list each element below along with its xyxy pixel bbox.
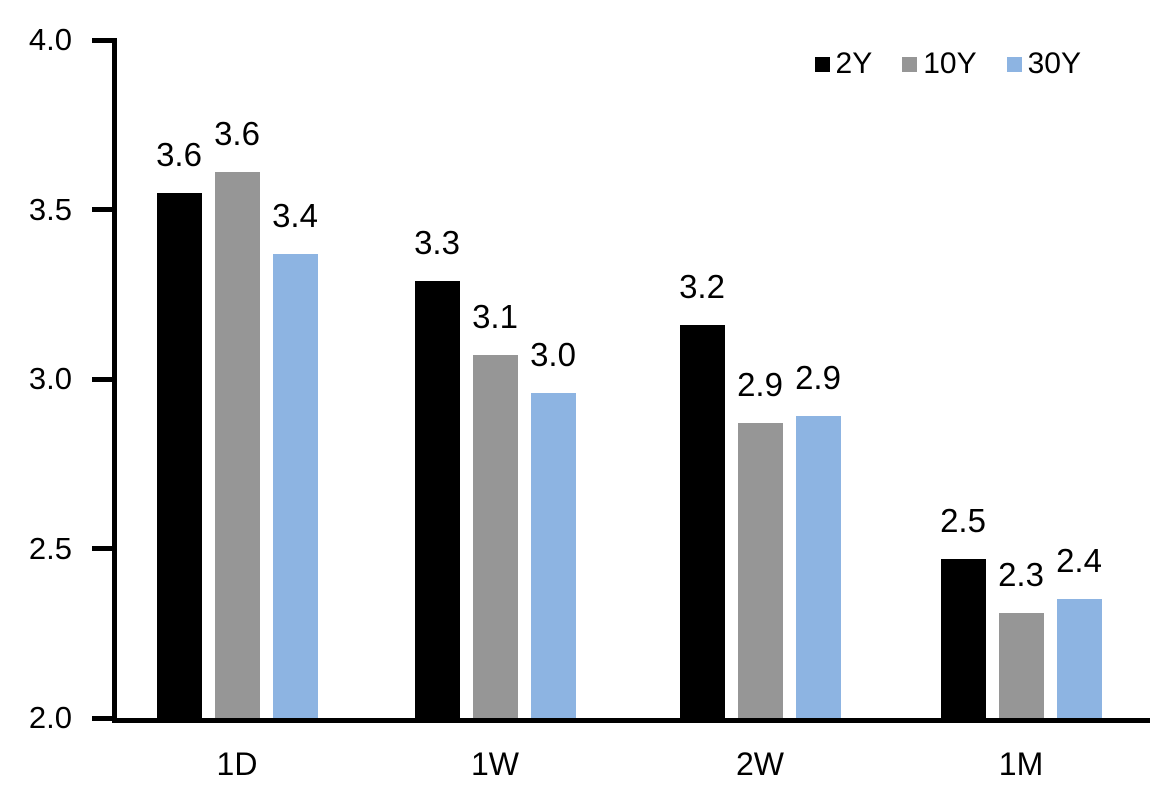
y-tick-label-2.5: 2.5 [28,530,72,566]
bar-value-label-10Y-1M: 2.3 [998,555,1044,593]
bar-value-label-10Y-1D: 3.6 [214,115,260,153]
bar-value-label-10Y-2W: 2.9 [737,366,783,404]
legend-item-2y: 2Y [814,46,873,82]
legend-label-2y: 2Y [835,47,873,80]
y-tick-2.5 [92,546,112,551]
bar-2Y-1M [940,558,986,718]
y-tick-4.0 [92,37,112,43]
bar-10Y-1M [998,612,1044,718]
bar-30Y-1W [530,392,576,718]
legend-swatch-10y-icon [902,56,918,72]
bar-value-label-10Y-1W: 3.1 [472,298,518,336]
y-tick-label-3.5: 3.5 [28,191,72,227]
legend-label-10y: 10Y [923,47,977,80]
bar-value-label-2Y-1W: 3.3 [414,223,460,261]
y-tick-label-4.0: 4.0 [28,22,72,57]
bar-30Y-2W [795,416,841,718]
y-tick-2.0 [92,715,112,721]
x-category-label-1W: 1W [471,746,519,782]
bar-value-label-2Y-1M: 2.5 [940,501,986,539]
x-category-label-1D: 1D [216,746,258,782]
legend-item-10y: 10Y [902,46,977,82]
y-tick-3.5 [92,207,112,212]
bar-10Y-1D [214,172,260,718]
x-category-label-2W: 2W [736,746,784,782]
y-tick-3.0 [92,376,112,382]
bar-value-label-30Y-1D: 3.4 [272,196,318,234]
bar-2Y-2W [679,324,725,718]
legend-item-30y: 30Y [1006,46,1081,82]
bar-value-label-2Y-1D: 3.6 [156,135,202,173]
bar-value-label-30Y-1M: 2.4 [1056,542,1102,580]
x-axis-line [112,718,1150,723]
legend-swatch-30y-icon [1006,56,1022,72]
legend-swatch-2y-icon [814,56,830,72]
bar-2Y-1W [414,280,460,718]
bar-30Y-1M [1056,599,1102,718]
bar-10Y-2W [737,423,783,718]
y-tick-label-3.0: 3.0 [28,361,72,396]
legend-label-30y: 30Y [1027,47,1081,80]
bar-10Y-1W [472,355,518,718]
y-axis-line [112,38,117,723]
bar-value-label-30Y-2W: 2.9 [795,359,841,397]
bar-30Y-1D [272,253,318,718]
bar-value-label-30Y-1W: 3.0 [530,335,576,373]
legend: 2Y 10Y 30Y [814,46,1081,82]
x-category-label-1M: 1M [998,746,1044,782]
bar-value-label-2Y-2W: 3.2 [679,267,725,305]
y-tick-label-2.0: 2.0 [28,700,72,735]
bar-2Y-1D [156,192,202,718]
